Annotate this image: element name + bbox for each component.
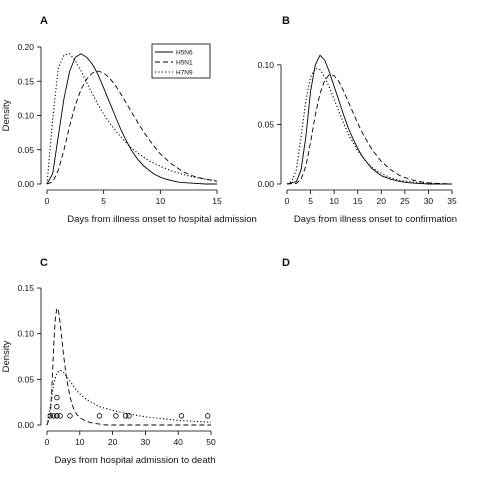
x-axis-title: Days from illness onset to confirmation [294, 214, 457, 225]
x-tick-label: 20 [377, 196, 387, 206]
data-point-h5n6 [96, 413, 103, 419]
data-point-h5n6 [54, 394, 60, 401]
x-tick-label: 25 [400, 196, 410, 206]
x-tick-label: 15 [353, 196, 363, 206]
panel-b: B 0.00 0.05 0.10 0 5 10 15 20 25 30 35 Days from ill… [257, 15, 457, 225]
panel-label: A [40, 15, 48, 27]
panel-label: C [40, 257, 48, 269]
x-tick-label: 35 [447, 196, 457, 206]
x-tick-label: 30 [141, 437, 151, 447]
data-point-h5n6 [47, 413, 53, 419]
x-tick-label: 5 [101, 196, 106, 206]
x-tick-label: 40 [173, 437, 183, 447]
x-tick-label: 50 [206, 437, 216, 447]
panel-a: A 0.00 0.05 0.10 0.15 0.20 0 5 10 15 Days from ill… [1, 15, 257, 225]
panel-label: D [282, 257, 290, 269]
data-point-h5n6 [126, 413, 132, 419]
data-point-h5n6 [205, 413, 211, 419]
x-tick-label: 0 [45, 196, 50, 206]
panel-label: B [282, 15, 290, 27]
y-tick-label: 0.15 [17, 283, 34, 293]
data-point-h5n6 [50, 413, 57, 419]
legend-box [151, 43, 211, 79]
x-tick-label: 0 [45, 437, 50, 447]
x-axis-title: Days from hospital admission to death [54, 455, 215, 466]
series-line-h5n1 [46, 306, 211, 426]
data-point-h5n6 [123, 413, 129, 419]
data-point-h5n6 [67, 413, 73, 419]
series-line-h5n6 [46, 53, 217, 185]
y-tick-label: 0.15 [17, 76, 34, 86]
panel-c: C 0.00 0.05 0.10 0.15 0 10 20 30 40 50 Days from ho… [1, 257, 216, 466]
y-tick-label: 0.10 [257, 60, 274, 70]
data-point-h5n6 [178, 413, 185, 419]
panel-d: D [282, 257, 290, 269]
legend-entry: H7N9 [176, 70, 193, 77]
legend-entry: H5N1 [176, 60, 193, 67]
series-line-h5n1 [46, 70, 218, 185]
y-tick-label: 0.00 [17, 420, 34, 430]
legend-entry: H5N6 [176, 50, 193, 57]
x-tick-label: 5 [308, 196, 313, 206]
y-tick-label: 0.05 [17, 374, 34, 384]
series-line-h7n9 [46, 369, 212, 426]
data-point-h5n6 [54, 413, 60, 419]
x-tick-label: 15 [212, 196, 222, 206]
y-axis-title: Density [1, 99, 12, 131]
y-tick-label: 0.20 [17, 42, 34, 52]
x-axis-title: Days from illness onset to hospital admi… [67, 214, 257, 225]
y-tick-label: 0.00 [17, 179, 34, 189]
y-tick-label: 0.10 [17, 111, 34, 121]
y-tick-label: 0.05 [17, 145, 34, 155]
x-tick-label: 20 [108, 437, 118, 447]
y-axis-title: Density [1, 340, 12, 372]
y-tick-label: 0.10 [17, 329, 34, 339]
x-tick-label: 30 [424, 196, 434, 206]
x-tick-label: 0 [285, 196, 290, 206]
data-point-h5n6 [54, 404, 60, 410]
data-point-h5n6 [113, 413, 119, 419]
x-tick-label: 10 [156, 196, 166, 206]
series-line-h5n1 [286, 73, 453, 185]
y-tick-label: 0.05 [257, 119, 274, 129]
series-line-h5n6 [286, 54, 452, 185]
x-tick-label: 10 [75, 437, 85, 447]
y-tick-label: 0.00 [257, 179, 274, 189]
x-tick-label: 10 [329, 196, 339, 206]
data-point-h5n6 [57, 413, 63, 419]
